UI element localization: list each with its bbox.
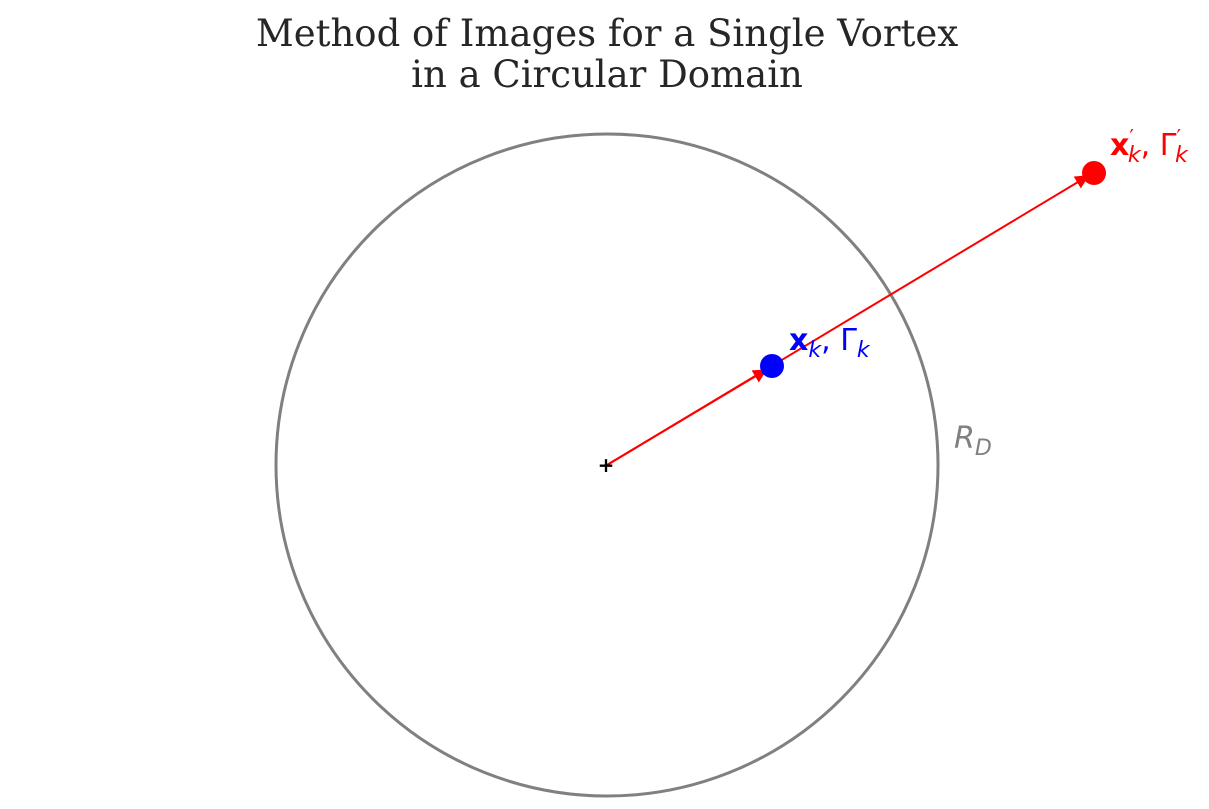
image-vortex-point xyxy=(1082,161,1106,185)
title-line-2: in a Circular Domain xyxy=(411,53,803,96)
vortex-point xyxy=(760,354,784,378)
image-position-subscript: k xyxy=(1128,143,1142,168)
vortex-position-subscript: k xyxy=(808,338,822,363)
image-circulation-prime: ′ xyxy=(1176,125,1181,149)
center-marker: + xyxy=(598,453,615,477)
image-vortex-position-arrow xyxy=(606,175,1090,466)
domain-radius-subscript: D xyxy=(975,436,992,461)
vortex-position-symbol: x xyxy=(789,323,808,358)
vortex-circulation-subscript: k xyxy=(857,338,871,363)
vortex-label: xk, Γk xyxy=(789,323,871,363)
image-circulation-subscript: k xyxy=(1175,143,1189,168)
domain-boundary-circle xyxy=(274,132,940,798)
image-position-symbol: x xyxy=(1110,128,1129,163)
image-vortex-label: x′ k, Γ′ k xyxy=(1110,125,1189,168)
title-line-1: Method of Images for a Single Vortex xyxy=(256,12,959,55)
vortex-circulation-symbol: Γ xyxy=(840,323,857,358)
image-separator: , xyxy=(1141,128,1160,163)
image-circulation-symbol: Γ xyxy=(1160,128,1177,163)
image-position-prime: ′ xyxy=(1129,125,1134,149)
vortex-separator: , xyxy=(821,323,840,358)
domain-radius-symbol: R xyxy=(954,421,975,456)
domain-radius-label: RD xyxy=(954,421,992,461)
